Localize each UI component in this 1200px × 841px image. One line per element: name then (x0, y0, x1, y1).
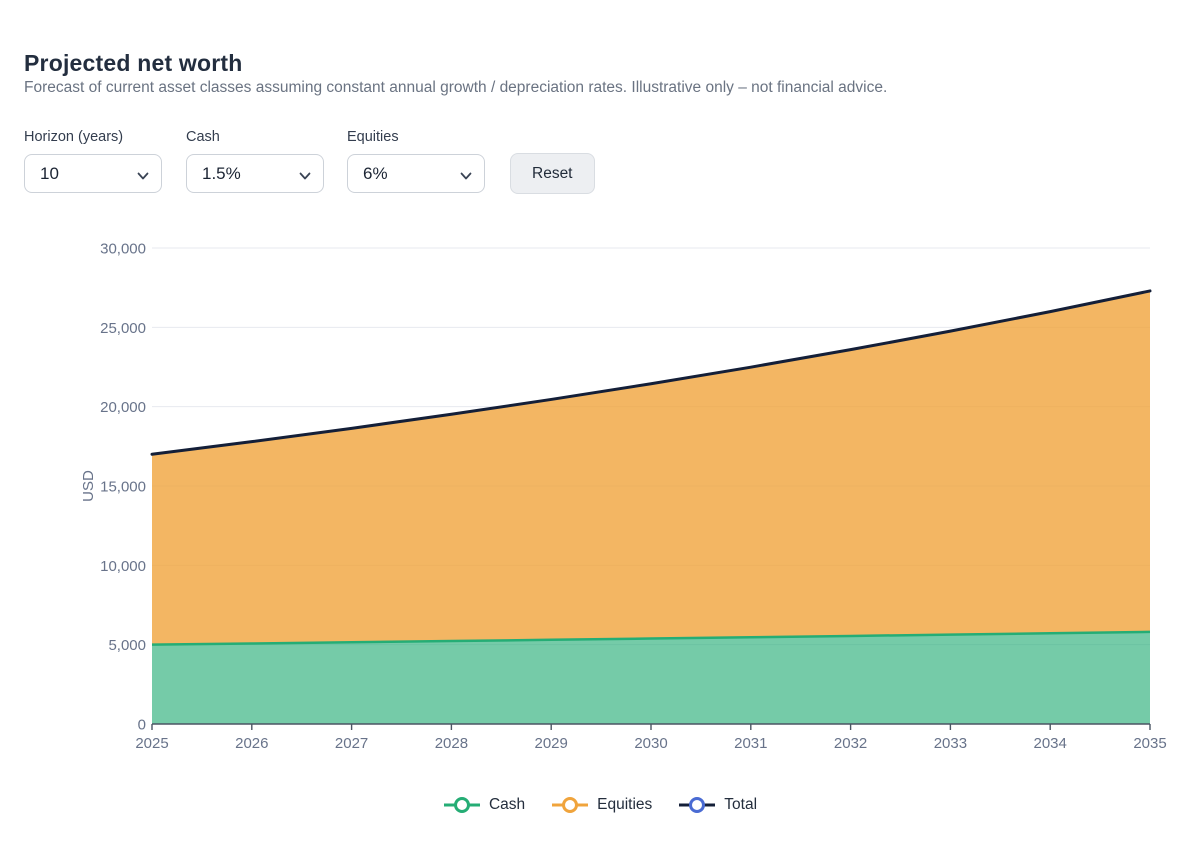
svg-text:2034: 2034 (1034, 735, 1067, 752)
svg-text:USD: USD (80, 470, 97, 502)
equities-rate-select[interactable]: 6% (347, 154, 485, 193)
chevron-down-icon (298, 168, 312, 188)
equities-series-marker-icon (552, 797, 589, 813)
reset-button[interactable]: Reset (510, 153, 595, 194)
chevron-down-icon (136, 168, 150, 188)
svg-text:15,000: 15,000 (100, 479, 146, 496)
svg-text:2031: 2031 (734, 735, 767, 752)
equities-label: Equities (347, 129, 399, 145)
svg-text:2035: 2035 (1133, 735, 1166, 752)
total-series-marker-icon (679, 797, 716, 813)
legend-label-total: Total (724, 796, 758, 813)
svg-text:2026: 2026 (235, 735, 268, 752)
page-subtitle: Forecast of current asset classes assumi… (24, 79, 888, 96)
networth-chart[interactable]: 2025 2026 2027 2028 2029 2030 2031 2032 2033 2034… (0, 230, 1200, 780)
horizon-label: Horizon (years) (24, 129, 124, 145)
page-title: Projected net worth (24, 50, 243, 77)
svg-text:0: 0 (138, 717, 146, 734)
cash-rate-select-value: 1.5% (202, 163, 241, 183)
cash-label: Cash (186, 129, 220, 145)
svg-text:2025: 2025 (135, 735, 168, 752)
svg-text:2027: 2027 (335, 735, 368, 752)
svg-text:25,000: 25,000 (100, 320, 146, 337)
legend-item-cash[interactable]: Cash (443, 796, 525, 814)
chevron-down-icon (459, 168, 473, 188)
svg-text:20,000: 20,000 (100, 399, 146, 416)
chart-legend: Cash Equities Total (0, 796, 1200, 814)
legend-item-equities[interactable]: Equities (551, 796, 652, 814)
svg-text:2033: 2033 (934, 735, 967, 752)
svg-text:2030: 2030 (634, 735, 667, 752)
svg-text:10,000: 10,000 (100, 558, 146, 575)
legend-item-total[interactable]: Total (678, 796, 757, 814)
cash-series-marker-icon (443, 797, 480, 813)
cash-rate-select[interactable]: 1.5% (186, 154, 324, 193)
legend-label-cash: Cash (488, 796, 526, 813)
svg-text:2032: 2032 (834, 735, 867, 752)
svg-text:5,000: 5,000 (108, 637, 146, 654)
svg-text:30,000: 30,000 (100, 241, 146, 258)
svg-text:2028: 2028 (435, 735, 468, 752)
horizon-select-value: 10 (40, 163, 59, 183)
svg-text:2029: 2029 (535, 735, 568, 752)
horizon-select[interactable]: 10 (24, 154, 162, 193)
legend-label-equities: Equities (597, 796, 653, 813)
equities-rate-select-value: 6% (363, 163, 388, 183)
